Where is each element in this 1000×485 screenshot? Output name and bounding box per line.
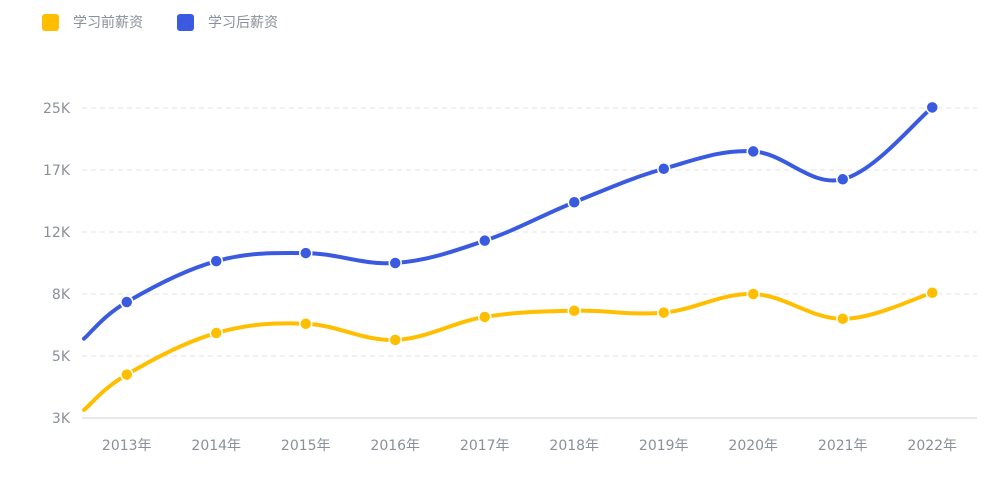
legend-swatch-after-icon <box>177 13 194 31</box>
data-point-1[interactable] <box>836 172 850 187</box>
data-point-1[interactable] <box>209 254 223 268</box>
x-tick-label: 2013年 <box>102 438 152 454</box>
y-tick-label: 17K <box>43 163 71 179</box>
data-point-1[interactable] <box>120 295 134 309</box>
legend-label-after: 学习后薪资 <box>208 15 278 31</box>
data-point-1[interactable] <box>567 195 581 209</box>
x-tick-label: 2018年 <box>549 438 599 454</box>
legend-item-after[interactable]: 学习后薪资 <box>177 12 278 32</box>
x-tick-label: 2014年 <box>191 438 241 454</box>
data-point-1[interactable] <box>925 100 939 115</box>
series-line-0 <box>82 290 935 412</box>
y-tick-label: 12K <box>43 225 71 241</box>
y-tick-label: 8K <box>52 287 71 303</box>
data-point-0[interactable] <box>388 333 402 347</box>
data-point-1[interactable] <box>746 144 760 159</box>
data-point-0[interactable] <box>836 312 850 326</box>
x-tick-label: 2020年 <box>728 438 778 454</box>
x-tick-label: 2016年 <box>370 438 420 454</box>
data-point-1[interactable] <box>299 246 313 260</box>
data-point-0[interactable] <box>746 287 760 301</box>
y-tick-label: 25K <box>43 101 71 117</box>
legend-swatch-before-icon <box>42 13 59 31</box>
x-tick-label: 2017年 <box>460 438 510 454</box>
y-tick-label: 3K <box>52 411 71 427</box>
data-point-0[interactable] <box>209 326 223 340</box>
data-point-0[interactable] <box>567 303 581 318</box>
legend: 学习前薪资 学习后薪资 <box>42 12 278 32</box>
data-point-0[interactable] <box>120 367 134 382</box>
x-tick-label: 2022年 <box>907 438 957 454</box>
data-point-0[interactable] <box>925 286 939 300</box>
data-point-1[interactable] <box>478 233 492 248</box>
data-point-0[interactable] <box>478 310 492 324</box>
x-tick-label: 2019年 <box>639 438 689 454</box>
data-point-0[interactable] <box>657 305 671 320</box>
series-line-1 <box>82 105 935 341</box>
data-point-0[interactable] <box>299 317 313 331</box>
legend-item-before[interactable]: 学习前薪资 <box>42 12 143 32</box>
x-tick-label: 2015年 <box>281 438 331 454</box>
y-tick-label: 5K <box>52 349 71 365</box>
x-tick-label: 2021年 <box>818 438 868 454</box>
data-point-1[interactable] <box>388 256 402 270</box>
legend-label-before: 学习前薪资 <box>73 15 143 31</box>
data-point-1[interactable] <box>657 162 671 176</box>
